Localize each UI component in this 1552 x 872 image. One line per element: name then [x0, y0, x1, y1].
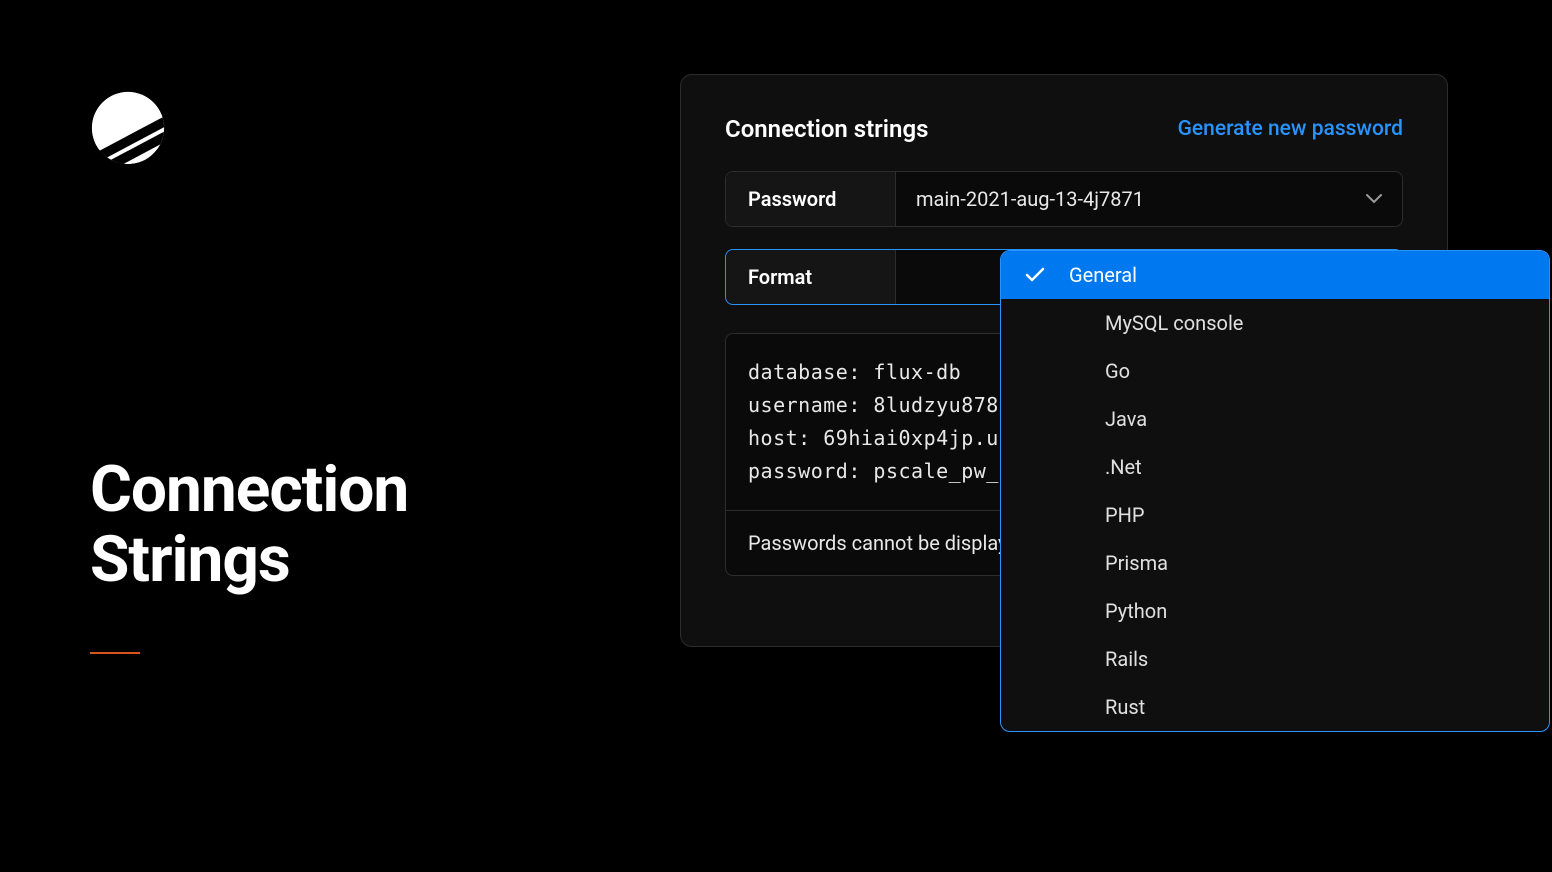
dropdown-item-java[interactable]: Java [1001, 395, 1549, 443]
planetscale-logo-icon [90, 90, 166, 166]
dropdown-item-prisma[interactable]: Prisma [1001, 539, 1549, 587]
dropdown-item-mysql[interactable]: MySQL console [1001, 299, 1549, 347]
hero-title: Connection Strings [90, 455, 408, 596]
password-field-row: Password main-2021-aug-13-4j7871 [725, 171, 1403, 227]
dropdown-label: Rails [1105, 647, 1148, 671]
format-label: Format [726, 250, 896, 304]
dropdown-item-rust[interactable]: Rust [1001, 683, 1549, 731]
dropdown-item-go[interactable]: Go [1001, 347, 1549, 395]
generate-password-link[interactable]: Generate new password [1178, 117, 1403, 141]
dropdown-item-php[interactable]: PHP [1001, 491, 1549, 539]
password-value: main-2021-aug-13-4j7871 [916, 187, 1144, 211]
dropdown-item-rails[interactable]: Rails [1001, 635, 1549, 683]
password-select[interactable]: main-2021-aug-13-4j7871 [896, 172, 1402, 226]
dropdown-label: .Net [1105, 455, 1142, 479]
dropdown-label: Python [1105, 599, 1167, 623]
password-label: Password [726, 172, 896, 226]
dropdown-item-general[interactable]: General [1001, 251, 1549, 299]
dropdown-item-dotnet[interactable]: .Net [1001, 443, 1549, 491]
dropdown-label: MySQL console [1105, 311, 1243, 335]
dropdown-label: General [1069, 263, 1137, 287]
chevron-down-icon [1366, 194, 1382, 204]
dropdown-label: Rust [1105, 695, 1145, 719]
panel-title: Connection strings [725, 115, 928, 143]
dropdown-item-python[interactable]: Python [1001, 587, 1549, 635]
dropdown-label: Java [1105, 407, 1147, 431]
panel-header: Connection strings Generate new password [725, 115, 1403, 143]
hero-underline [90, 652, 140, 654]
check-icon [1025, 267, 1069, 283]
format-dropdown: General MySQL console Go Java .Net PHP P… [1000, 250, 1550, 732]
dropdown-label: Go [1105, 359, 1130, 383]
dropdown-label: Prisma [1105, 551, 1168, 575]
dropdown-label: PHP [1105, 503, 1145, 527]
